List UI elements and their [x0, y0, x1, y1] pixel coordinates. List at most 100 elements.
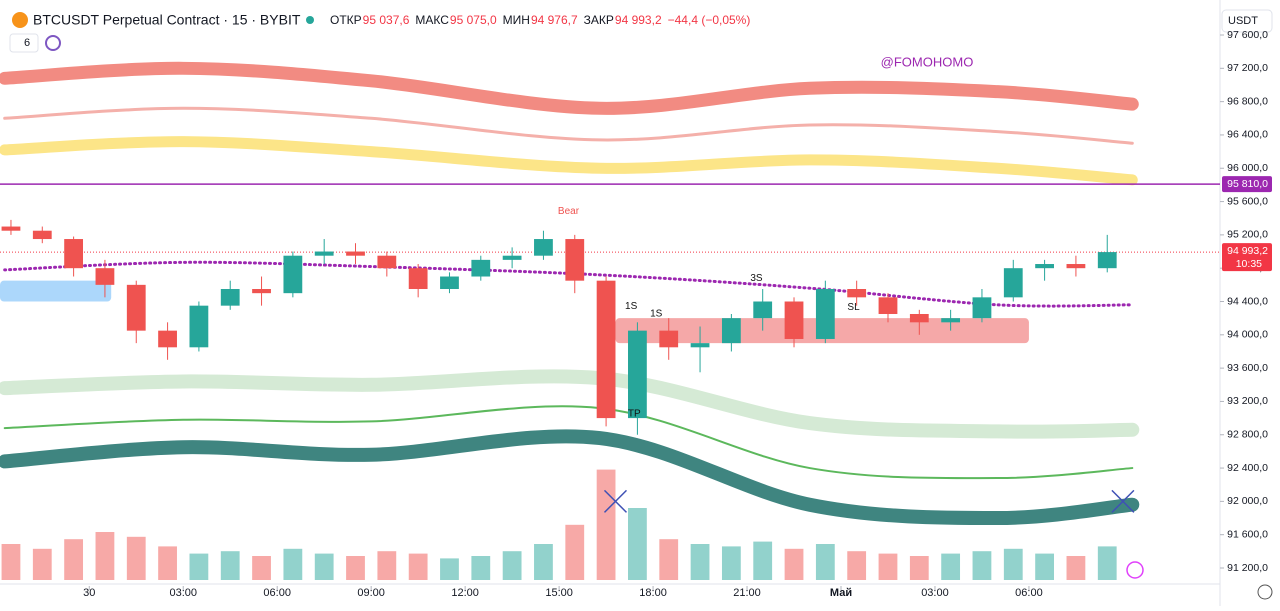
volume-bar [1003, 548, 1023, 580]
candle-body [502, 255, 522, 260]
volume-bar [565, 524, 585, 580]
candle-body [189, 305, 209, 348]
volume-bar [1097, 546, 1117, 580]
y-tick-label: 94 400,0 [1227, 295, 1268, 307]
ohlc-value: 94 976,7 [531, 13, 578, 27]
band-line [0, 61, 1139, 115]
watermark: @FOMOHOMO [881, 54, 974, 69]
volume-bar [815, 544, 835, 580]
candle-body [126, 284, 146, 331]
candle-body [690, 343, 710, 348]
annotation: SL [847, 302, 860, 313]
candle-body [1066, 264, 1086, 269]
ohlc-value: 94 993,2 [615, 13, 662, 27]
level-label-box [1222, 176, 1272, 193]
x-tick-label: 06:00 [263, 587, 291, 599]
x-tick-label: 18:00 [639, 587, 667, 599]
ohlc-name: ЗАКР [584, 13, 614, 27]
volume-bar [534, 544, 553, 580]
candle-body [565, 239, 585, 281]
volume-bar [1066, 556, 1086, 580]
candle-body [314, 251, 334, 256]
band-line [3, 106, 1134, 145]
volume-bar [784, 548, 804, 580]
volume-bar [721, 546, 741, 580]
band-line [3, 405, 1134, 480]
candle-body [1, 226, 21, 231]
volume-bar [909, 556, 929, 580]
ohlc-value: 95 075,0 [450, 13, 497, 27]
volume-bar [659, 539, 679, 580]
volume-bar [596, 469, 616, 580]
volume-bar [283, 548, 303, 580]
volume-bar [1, 544, 21, 580]
cross-signal [603, 489, 628, 513]
candle-body [753, 301, 773, 319]
y-tick-label: 94 000,0 [1227, 329, 1268, 341]
y-tick-label: 91 200,0 [1227, 562, 1268, 574]
candle-body [628, 330, 647, 419]
y-tick-label: 96 000,0 [1227, 162, 1268, 174]
volume-bar [126, 536, 146, 580]
ohlc-legend: ОТКР 95 037,6 МАКС 95 075,0 МИН 94 976,7 ЗАКР 9… [330, 13, 662, 27]
y-tick-label: 95 200,0 [1227, 229, 1268, 241]
x-tick-label: 21:00 [733, 587, 761, 599]
annotation: Bear [558, 206, 580, 217]
candle-body [440, 276, 459, 290]
status-dot [306, 16, 314, 24]
candle-body [64, 239, 84, 269]
volume-bar [878, 553, 898, 580]
chart-title: BTCUSDT Perpetual Contract · 15 · BYBIT [33, 12, 301, 28]
volume-bar [1035, 553, 1054, 580]
last-price-box [1222, 243, 1272, 272]
indicator-count: 6 [24, 37, 30, 49]
lightning-icon[interactable] [1126, 561, 1144, 579]
volume-bar [189, 553, 209, 580]
candle-body [721, 318, 741, 344]
refresh-icon[interactable] [45, 35, 61, 51]
x-tick-label: 03:00 [921, 587, 949, 599]
x-tick-label: 15:00 [545, 587, 573, 599]
annotation: TP [628, 409, 641, 420]
candle-body [878, 297, 898, 314]
y-tick-label: 93 200,0 [1227, 395, 1268, 407]
candle-body [158, 330, 177, 348]
candle-body [283, 255, 303, 294]
y-tick-label: 96 800,0 [1227, 95, 1268, 107]
candle-body [1035, 264, 1054, 269]
band-line [0, 369, 1140, 439]
ohlc-name: МИН [503, 13, 530, 27]
y-tick-label: 93 600,0 [1227, 362, 1268, 374]
volume-bar [32, 548, 52, 580]
volume-bar [252, 556, 271, 580]
y-tick-label: 91 600,0 [1227, 528, 1268, 540]
candle-body [95, 268, 115, 285]
x-tick-label: 12:00 [451, 587, 479, 599]
countdown: 10:35 [1236, 258, 1262, 270]
candle-body [534, 239, 553, 256]
cross-signal [1111, 489, 1135, 513]
candle-body [408, 268, 428, 290]
x-tick-label: 06:00 [1015, 587, 1043, 599]
band-line [0, 429, 1140, 526]
settings-icon[interactable] [1257, 584, 1273, 600]
volume-bar [346, 556, 365, 580]
annotation: 3S [750, 273, 763, 284]
ohlc-value: 95 037,6 [363, 13, 410, 27]
y-tick-label: 92 800,0 [1227, 429, 1268, 441]
y-tick-label: 96 400,0 [1227, 129, 1268, 141]
x-tick-label: Май [830, 587, 852, 599]
annotation: 1S [650, 309, 663, 320]
indicator-toggle[interactable] [9, 33, 39, 53]
currency: USDT [1228, 15, 1258, 27]
volume-bar [440, 558, 459, 580]
candle-body [815, 289, 835, 339]
volume-bar [847, 551, 867, 580]
currency-selector[interactable] [1221, 9, 1273, 33]
volume-bar [220, 551, 240, 580]
x-tick-label: 09:00 [357, 587, 385, 599]
y-tick-label: 97 600,0 [1227, 29, 1268, 41]
volume-bar [690, 544, 710, 580]
